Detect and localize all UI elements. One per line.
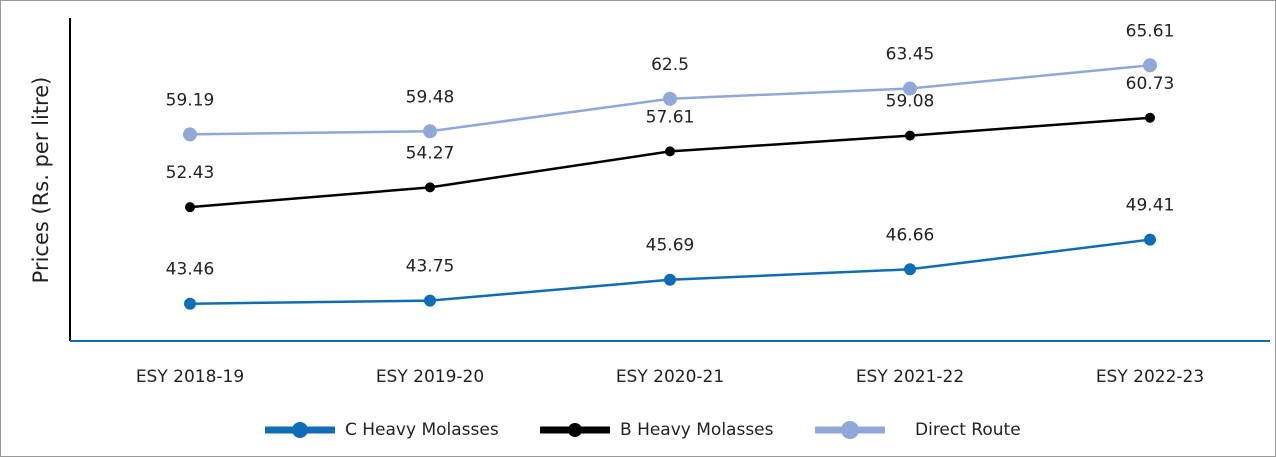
legend-marker [292,422,308,438]
data-label: 62.5 [651,55,689,75]
data-label: 45.69 [646,236,695,256]
point [904,263,916,276]
legend-label: Direct Route [915,420,1021,440]
data-label: 65.61 [1126,21,1175,41]
point [1144,233,1156,246]
point [903,81,917,96]
data-label: 46.66 [886,225,935,245]
data-label: 59.19 [166,90,215,110]
point [1143,58,1157,73]
point [185,202,195,213]
data-label: 49.41 [1126,196,1175,216]
x-tick-label: ESY 2019-20 [376,367,484,387]
x-tick-label: ESY 2020-21 [616,367,724,387]
data-label: 43.46 [166,260,215,280]
data-label: 43.75 [406,257,455,277]
point [905,130,915,141]
point [423,124,437,139]
point [183,127,197,142]
point [665,146,675,157]
y-axis-label: Prices (Rs. per litre) [29,77,53,284]
legend-marker [568,423,582,437]
data-label: 52.43 [166,163,215,183]
legend-marker [841,421,859,439]
point [663,91,677,106]
data-label: 60.73 [1126,74,1175,94]
data-label: 59.08 [886,92,935,112]
data-label: 59.48 [406,87,455,107]
x-tick-label: ESY 2021-22 [856,367,964,387]
point [1145,112,1155,123]
x-tick-label: ESY 2022-23 [1096,367,1204,387]
legend-label: B Heavy Molasses [620,420,774,440]
legend-label: C Heavy Molasses [345,420,499,440]
point [184,297,196,310]
point [425,182,435,193]
data-label: 57.61 [646,107,695,127]
data-label: 63.45 [886,45,935,65]
point [664,273,676,286]
data-label: 54.27 [406,143,455,163]
point [424,294,436,307]
x-tick-label: ESY 2018-19 [136,367,244,387]
